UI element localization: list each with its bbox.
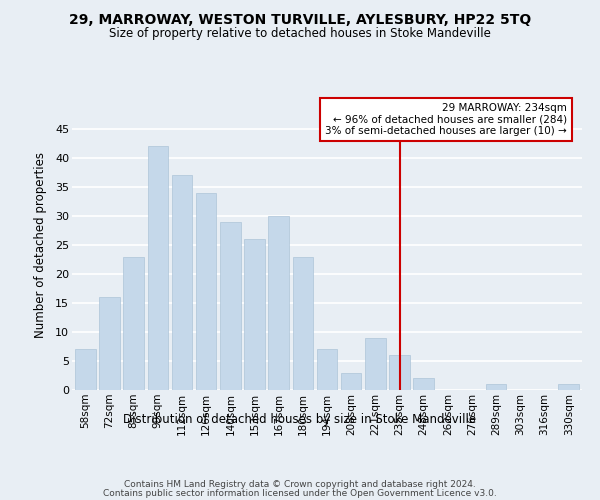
Text: 29 MARROWAY: 234sqm
← 96% of detached houses are smaller (284)
3% of semi-detach: 29 MARROWAY: 234sqm ← 96% of detached ho… [325,103,567,136]
Text: 29, MARROWAY, WESTON TURVILLE, AYLESBURY, HP22 5TQ: 29, MARROWAY, WESTON TURVILLE, AYLESBURY… [69,12,531,26]
Bar [172,176,192,390]
Bar [75,350,95,390]
Bar [124,256,144,390]
Bar [293,256,313,390]
Text: Size of property relative to detached houses in Stoke Mandeville: Size of property relative to detached ho… [109,28,491,40]
Bar [317,350,337,390]
Text: Distribution of detached houses by size in Stoke Mandeville: Distribution of detached houses by size … [124,412,476,426]
Bar [341,372,361,390]
Text: Contains public sector information licensed under the Open Government Licence v3: Contains public sector information licen… [103,489,497,498]
Bar [220,222,241,390]
Bar [486,384,506,390]
Bar [268,216,289,390]
Bar [99,297,120,390]
Bar [413,378,434,390]
Y-axis label: Number of detached properties: Number of detached properties [34,152,47,338]
Bar [196,193,217,390]
Text: Contains HM Land Registry data © Crown copyright and database right 2024.: Contains HM Land Registry data © Crown c… [124,480,476,489]
Bar [365,338,386,390]
Bar [389,355,410,390]
Bar [244,239,265,390]
Bar [559,384,579,390]
Bar [148,146,168,390]
